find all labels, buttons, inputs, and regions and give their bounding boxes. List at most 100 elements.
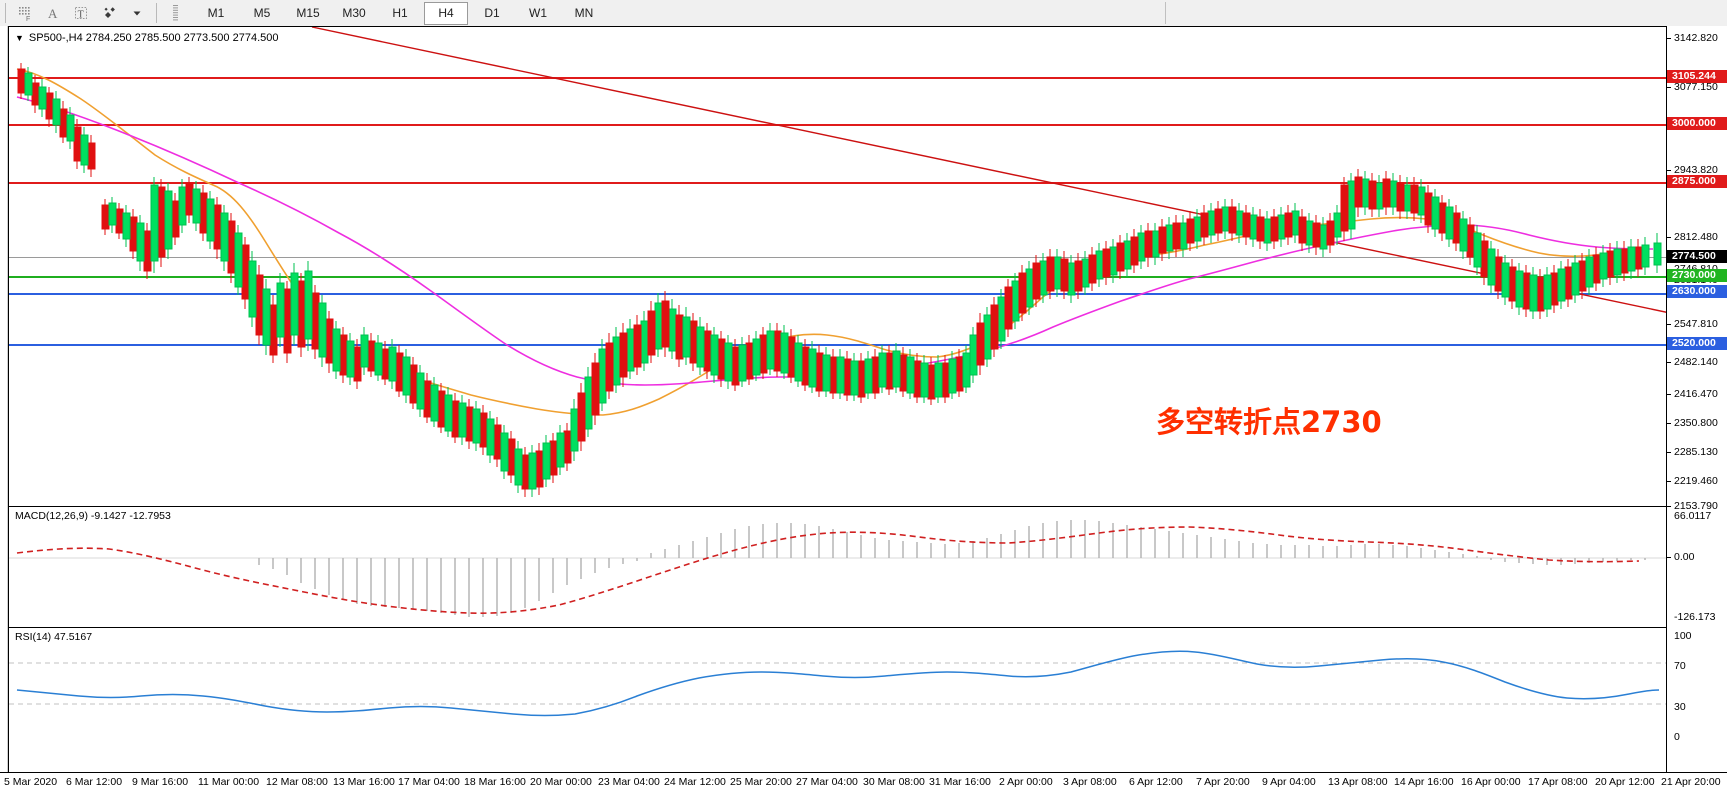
svg-text:T: T xyxy=(78,10,84,21)
axis-tick: 2285.130 xyxy=(1674,446,1718,458)
chart-header: ▼ SP500-,H4 2784.250 2785.500 2773.500 27… xyxy=(15,32,278,44)
time-label: 14 Apr 16:00 xyxy=(1394,776,1454,788)
time-label: 6 Mar 12:00 xyxy=(66,776,123,788)
rsi-axis-tick: 70 xyxy=(1674,660,1686,672)
price-annotation: 多空转折点2730 xyxy=(1156,405,1382,439)
time-label: 17 Mar 04:00 xyxy=(398,776,460,788)
axis-tick: 2943.820 xyxy=(1674,164,1718,176)
axis-tick: 3142.820 xyxy=(1674,32,1718,44)
time-label: 31 Mar 16:00 xyxy=(929,776,991,788)
axis-tick: 2416.470 xyxy=(1674,388,1718,400)
hline-2875 xyxy=(9,182,1667,184)
time-label: 16 Apr 00:00 xyxy=(1461,776,1521,788)
text-box-icon[interactable]: T xyxy=(67,1,95,25)
macd-axis-tick: 0.00 xyxy=(1674,551,1695,563)
svg-text:A: A xyxy=(48,6,58,21)
hline-last-price xyxy=(9,257,1667,258)
chart-plot-area[interactable]: ▼ SP500-,H4 2784.250 2785.500 2773.500 27… xyxy=(8,26,1667,773)
timeframe-group: M1 M5 M15 M30 H1 H4 D1 W1 MN xyxy=(194,1,606,25)
rsi-pane[interactable]: RSI(14) 47.5167 xyxy=(9,627,1667,773)
axis-tick: 3077.150 xyxy=(1674,81,1718,93)
rsi-axis-tick: 0 xyxy=(1674,731,1680,743)
rsi-line xyxy=(16,650,1660,717)
time-label: 9 Mar 16:00 xyxy=(132,776,189,788)
time-label: 11 Mar 00:00 xyxy=(198,776,260,788)
level-tag-3000[interactable]: 3000.000 xyxy=(1667,117,1727,130)
time-label: 24 Mar 12:00 xyxy=(664,776,726,788)
level-tag-2875[interactable]: 2875.000 xyxy=(1667,175,1727,188)
timeframe-mn[interactable]: MN xyxy=(574,6,594,20)
macd-series-layer xyxy=(9,520,1667,617)
price-pane[interactable]: ▼ SP500-,H4 2784.250 2785.500 2773.500 27… xyxy=(9,27,1667,505)
price-axis[interactable]: 3142.820 3077.150 2943.820 2812.480 2746… xyxy=(1666,26,1727,772)
time-label: 9 Apr 04:00 xyxy=(1262,776,1316,788)
time-label: 12 Mar 08:00 xyxy=(266,776,328,788)
grid-f-icon[interactable]: F xyxy=(11,1,39,25)
axis-tick: 2812.480 xyxy=(1674,231,1718,243)
timeframe-d1[interactable]: D1 xyxy=(484,6,500,20)
macd-axis-tick: 66.0117 xyxy=(1674,510,1712,522)
time-label: 13 Mar 16:00 xyxy=(333,776,395,788)
time-label: 13 Apr 08:00 xyxy=(1328,776,1388,788)
level-tag-2630[interactable]: 2630.000 xyxy=(1667,285,1727,298)
time-label: 27 Mar 04:00 xyxy=(796,776,858,788)
time-label: 17 Apr 08:00 xyxy=(1528,776,1588,788)
trendline-red xyxy=(311,27,1667,314)
ma-fast-orange xyxy=(16,68,1650,416)
level-tag-2730[interactable]: 2730.000 xyxy=(1667,269,1727,282)
time-label: 6 Apr 12:00 xyxy=(1129,776,1183,788)
hline-2520 xyxy=(9,344,1667,346)
hline-3105 xyxy=(9,77,1667,79)
macd-signal-line xyxy=(16,526,1640,614)
dropdown-arrow-icon[interactable] xyxy=(123,1,151,25)
time-label: 20 Apr 12:00 xyxy=(1595,776,1655,788)
time-label: 25 Mar 20:00 xyxy=(730,776,792,788)
timeframe-m15[interactable]: M15 xyxy=(296,6,320,20)
last-price-tag[interactable]: 2774.500 xyxy=(1667,250,1727,263)
text-label-icon[interactable]: A xyxy=(39,1,67,25)
rsi-axis-tick: 30 xyxy=(1674,701,1686,713)
timeframe-w1[interactable]: W1 xyxy=(529,6,547,20)
axis-tick: 2547.810 xyxy=(1674,318,1718,330)
rsi-label: RSI(14) 47.5167 xyxy=(15,631,93,643)
rsi-series-layer xyxy=(9,650,1667,717)
time-label: 20 Mar 00:00 xyxy=(530,776,592,788)
timeframe-grip-icon xyxy=(162,1,190,25)
time-label: 5 Mar 2020 xyxy=(4,776,58,788)
toolbar-separator xyxy=(156,3,157,23)
toolbar-grip xyxy=(5,3,6,23)
axis-tick: 2350.800 xyxy=(1674,417,1718,429)
time-label: 2 Apr 00:00 xyxy=(999,776,1053,788)
hline-3000 xyxy=(9,124,1667,126)
ma-slow-magenta xyxy=(16,96,1654,386)
hline-2730 xyxy=(9,276,1667,278)
chart-header-text: SP500-,H4 2784.250 2785.500 2773.500 277… xyxy=(28,32,279,44)
level-tag-2520[interactable]: 2520.000 xyxy=(1667,337,1727,350)
time-label: 23 Mar 04:00 xyxy=(598,776,660,788)
level-tag-3105[interactable]: 3105.244 xyxy=(1667,70,1727,83)
time-label: 21 Apr 20:00 xyxy=(1661,776,1721,788)
time-label: 7 Apr 20:00 xyxy=(1196,776,1250,788)
macd-label: MACD(12,26,9) -9.1427 -12.7953 xyxy=(15,510,171,522)
macd-axis-tick: -126.173 xyxy=(1674,611,1716,623)
axis-tick: 2482.140 xyxy=(1674,356,1718,368)
timeframe-m1[interactable]: M1 xyxy=(207,6,225,20)
time-label: 3 Apr 08:00 xyxy=(1063,776,1117,788)
time-axis[interactable]: 5 Mar 2020 6 Mar 12:00 9 Mar 16:00 11 Ma… xyxy=(0,772,1727,792)
objects-icon[interactable] xyxy=(95,1,123,25)
time-label: 18 Mar 16:00 xyxy=(464,776,526,788)
price-series-layer xyxy=(16,27,1667,497)
rsi-axis-tick: 100 xyxy=(1674,630,1692,642)
macd-pane[interactable]: MACD(12,26,9) -9.1427 -12.7953 xyxy=(9,506,1667,627)
timeframe-h4[interactable]: H4 xyxy=(424,1,468,25)
timeframe-h1[interactable]: H1 xyxy=(392,6,408,20)
timeframe-m30[interactable]: M30 xyxy=(342,6,366,20)
timeframe-m5[interactable]: M5 xyxy=(253,6,271,20)
toolbar: F A T xyxy=(0,0,1727,27)
time-label: 30 Mar 08:00 xyxy=(863,776,925,788)
chart-frame: ▼ SP500-,H4 2784.250 2785.500 2773.500 27… xyxy=(0,26,1727,792)
collapse-triangle-icon[interactable]: ▼ xyxy=(15,33,24,43)
hline-2630 xyxy=(9,293,1667,295)
axis-tick: 2153.790 xyxy=(1674,500,1718,512)
